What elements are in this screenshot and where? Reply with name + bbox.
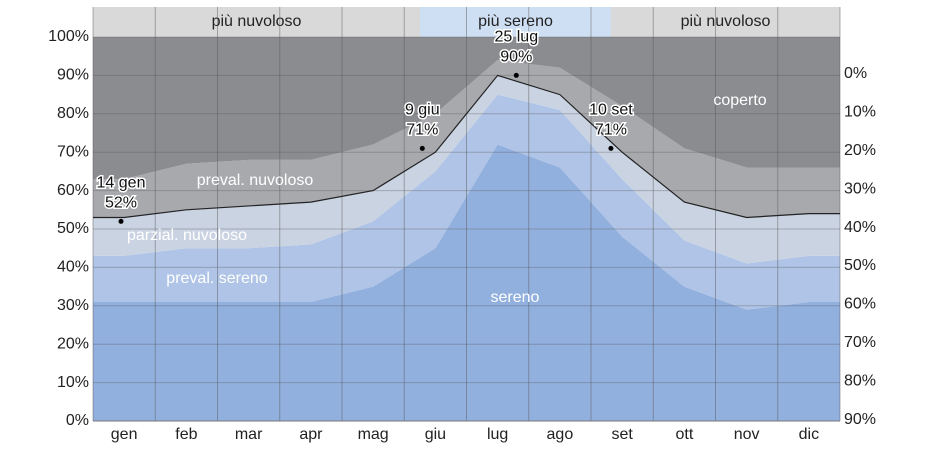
series-label: preval. nuvoloso [197,172,314,189]
series-label: parzial. nuvoloso [127,227,247,244]
x-tick-label: dic [799,426,819,443]
x-tick-label: ott [675,426,693,443]
x-tick-label: lug [487,426,508,443]
y-tick-label: 10% [57,374,89,391]
y2-tick-label: 80% [844,372,876,389]
band-label: più nuvoloso [212,13,302,30]
annotation-date: 9 giu [405,102,440,119]
annotation-date: 10 set [589,102,633,119]
y-tick-label: 40% [57,259,89,276]
y-tick-label: 80% [57,105,89,122]
y-tick-label: 100% [48,28,89,45]
y-tick-label: 20% [57,335,89,352]
annotation-date: 14 gen [97,175,146,192]
y2-tick-label: 50% [844,257,876,274]
clear-line [93,74,840,219]
y2-tick-label: 20% [844,142,876,159]
y2-tick-label: 30% [844,180,876,197]
x-tick-label: feb [175,426,197,443]
annotation-value: 71% [595,122,627,139]
y-tick-label: 60% [57,182,89,199]
x-tick-label: gen [111,426,138,443]
y2-tick-label: 70% [844,334,876,351]
y2-tick-label: 40% [844,219,876,236]
band [611,7,840,37]
annotation-date: 25 lug [495,29,539,46]
band [420,7,611,37]
y-tick-label: 0% [66,412,89,429]
annotation-dot [419,145,425,151]
y-tick-label: 50% [57,220,89,237]
annotation-dot [118,218,124,224]
area [93,60,840,218]
series-label: sereno [491,289,540,306]
y2-tick-label: 60% [844,296,876,313]
y2-tick-label: 90% [844,411,876,428]
x-tick-label: ago [547,426,574,443]
area [93,75,840,264]
x-tick-label: apr [299,426,323,443]
x-tick-label: giu [425,426,446,443]
annotation-value: 71% [406,122,438,139]
band-label: più sereno [478,13,553,30]
band-label: più nuvoloso [681,13,771,30]
area [93,144,840,421]
area [93,37,840,180]
annotation-dot [513,72,519,78]
x-tick-label: nov [734,426,760,443]
y2-tick-label: 0% [844,65,867,82]
y2-tick-label: 10% [844,104,876,121]
x-tick-label: mag [358,426,389,443]
y-tick-label: 70% [57,143,89,160]
y-tick-label: 30% [57,297,89,314]
area [93,94,840,310]
annotation-dot [608,145,614,151]
band [93,7,420,37]
annotation-value: 90% [500,49,532,66]
annotation-value: 52% [105,195,137,212]
x-tick-label: mar [235,426,263,443]
series-label: coperto [713,92,766,109]
x-tick-label: set [611,426,633,443]
series-label: preval. sereno [166,270,267,287]
y-tick-label: 90% [57,67,89,84]
